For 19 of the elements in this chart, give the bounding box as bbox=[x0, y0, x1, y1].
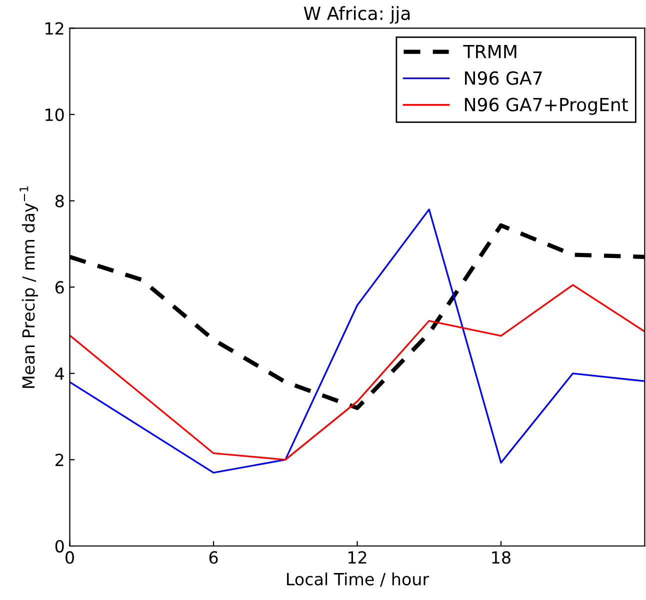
y-tick-label: 6 bbox=[55, 281, 64, 294]
x-tick-label: 12 bbox=[348, 551, 366, 564]
chart-title: W Africa: jja bbox=[304, 6, 410, 24]
legend-label: N96 GA7+ProgEnt bbox=[465, 98, 628, 115]
legend-label: N96 GA7 bbox=[465, 71, 542, 85]
x-axis-title: Local Time / hour bbox=[287, 572, 430, 587]
x-tick-label: 18 bbox=[492, 551, 510, 564]
y-tick-label: 8 bbox=[55, 194, 64, 208]
x-tick-label: 0 bbox=[66, 551, 74, 564]
y-tick-label: 12 bbox=[46, 22, 64, 35]
y-tick-label: 2 bbox=[56, 454, 64, 466]
x-tick-label: 6 bbox=[209, 551, 218, 564]
line-series bbox=[70, 284, 645, 461]
y-tick-label: 4 bbox=[55, 368, 64, 380]
y-tick-label: 0 bbox=[55, 540, 64, 553]
y-axis-title: Mean Precip / mm day$^{−1}$ bbox=[20, 186, 38, 388]
line-series bbox=[70, 208, 645, 474]
legend-label: TRMM bbox=[463, 45, 516, 58]
y-tick-label: 10 bbox=[46, 108, 64, 122]
